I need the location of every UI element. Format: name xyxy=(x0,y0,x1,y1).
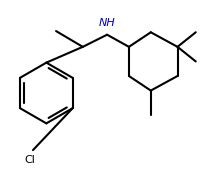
Text: Cl: Cl xyxy=(24,155,35,165)
Text: NH: NH xyxy=(99,18,115,28)
